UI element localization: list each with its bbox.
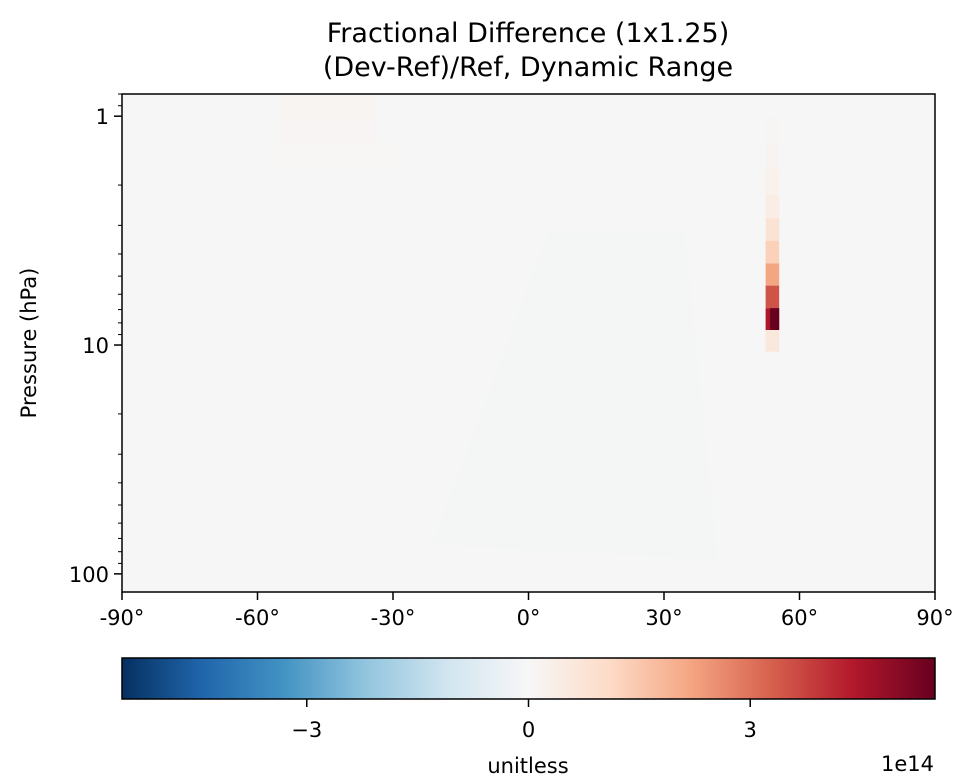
colorbar-tick-label: −3 — [291, 718, 322, 742]
heatmap-cell — [765, 168, 780, 195]
heatmap-cell — [765, 263, 780, 286]
heatmap-cell — [280, 142, 393, 169]
x-tick-label: 90° — [916, 606, 953, 630]
x-tick-label: 0° — [517, 606, 541, 630]
colorbar-tick-label: 0 — [522, 718, 535, 742]
heatmap-cell — [765, 330, 780, 352]
y-tick-label: 10 — [82, 334, 109, 358]
x-tick-label: -60° — [235, 606, 280, 630]
chart-subtitle: (Dev-Ref)/Ref, Dynamic Range — [323, 52, 733, 83]
heatmap-cell — [765, 285, 780, 309]
chart-title: Fractional Difference (1x1.25) — [327, 18, 730, 49]
heatmap-cell — [765, 218, 780, 241]
heatmap-cell — [280, 116, 375, 143]
heatmap-cell — [765, 194, 780, 219]
x-tick-label: 60° — [781, 606, 818, 630]
colorbar-label: unitless — [487, 754, 568, 778]
heatmap-cell — [280, 94, 375, 117]
near-zero-region — [432, 232, 718, 560]
heatmap-cell — [765, 116, 780, 143]
heatmap-cell — [765, 142, 780, 169]
heatmap-cell — [770, 308, 780, 331]
x-axis: -90° -60° -30° 0° 30° 60° 90° — [100, 592, 954, 630]
colorbar: −3 0 3 unitless 1e14 — [121, 657, 936, 778]
x-tick-label: -90° — [100, 606, 145, 630]
y-axis-label: Pressure (hPa) — [17, 268, 41, 419]
x-tick-label: 30° — [645, 606, 682, 630]
heatmap-cell — [765, 240, 780, 264]
y-tick-label: 1 — [96, 105, 109, 129]
y-tick-label: 100 — [69, 563, 109, 587]
colorbar-tick-label: 3 — [744, 718, 757, 742]
x-tick-label: -30° — [371, 606, 416, 630]
colorbar-gradient — [122, 658, 935, 699]
y-axis: 1 10 100 — [69, 93, 122, 587]
heatmap-plot-area — [121, 93, 936, 593]
colorbar-offset-text: 1e14 — [881, 752, 934, 776]
